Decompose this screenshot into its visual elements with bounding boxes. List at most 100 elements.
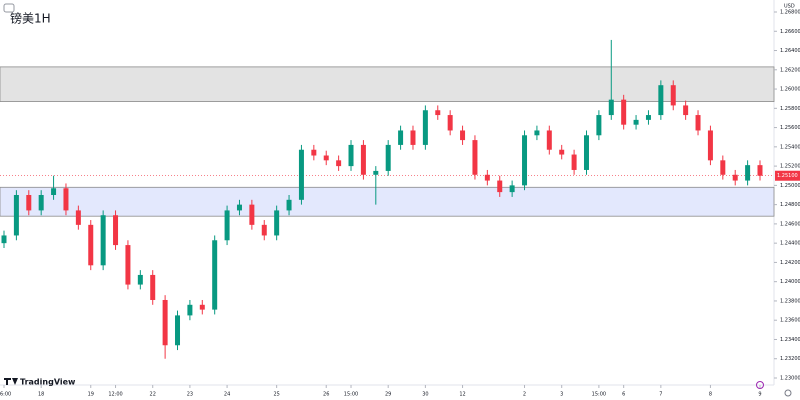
x-tick-label: 12:00 <box>108 392 122 398</box>
y-tick-label: 1.23800 <box>780 298 800 304</box>
current-price-badge <box>775 170 800 181</box>
candle-body <box>398 130 404 145</box>
x-tick-label: 6 <box>622 392 625 398</box>
x-tick-label: 22 <box>150 392 156 398</box>
x-tick-label: 15:00 <box>344 392 358 398</box>
candle-body <box>113 215 119 246</box>
candle-body <box>472 140 478 175</box>
brand-logo <box>4 378 18 385</box>
candle-body <box>546 130 552 150</box>
candle-body <box>63 188 69 211</box>
brand-name: TradingView <box>20 378 76 387</box>
candle-body <box>410 130 416 145</box>
candle-body <box>658 85 664 116</box>
x-tick-label: 9 <box>758 392 761 398</box>
candle-body <box>559 149 565 155</box>
y-tick-label: 1.25600 <box>780 125 800 131</box>
collapse-button[interactable] <box>3 3 15 13</box>
candle-body <box>695 115 701 131</box>
y-tick-label: 1.26800 <box>780 10 800 16</box>
y-tick-label: 1.24400 <box>780 241 800 247</box>
x-tick-label: 06:00 <box>0 392 11 398</box>
x-tick-label: 29 <box>385 392 391 398</box>
candle-body <box>571 154 577 170</box>
candle-body <box>621 99 627 125</box>
candle-body <box>385 144 391 171</box>
x-tick-label: 25 <box>273 392 279 398</box>
candle-body <box>88 224 94 266</box>
x-tick-label: 12 <box>459 392 465 398</box>
candle-body <box>757 165 763 176</box>
x-tick-label: 2 <box>523 392 526 398</box>
x-tick-label: 3 <box>560 392 563 398</box>
y-tick-label: 1.24000 <box>780 279 800 285</box>
candle-body <box>187 304 193 316</box>
price-zone <box>0 186 775 217</box>
plot-area <box>0 39 775 359</box>
candle-body <box>583 135 589 170</box>
candle-body <box>422 110 428 145</box>
candle-body <box>249 204 255 225</box>
candle-body <box>447 115 453 131</box>
candle-body <box>224 210 230 241</box>
y-tick-label: 1.25000 <box>780 183 800 189</box>
candle-body <box>360 144 366 175</box>
candle-body <box>509 185 515 193</box>
candle-body <box>497 180 503 193</box>
y-tick-label: 1.24600 <box>780 221 800 227</box>
y-tick-label: 1.26600 <box>780 29 800 35</box>
candle-body <box>745 165 751 181</box>
candle-body <box>38 195 44 211</box>
x-tick-label: 26 <box>323 392 329 398</box>
candle-body <box>100 215 106 266</box>
candle-body <box>435 110 441 116</box>
candle-body <box>484 174 490 181</box>
current-price-label: 1.25100 <box>777 173 798 179</box>
x-tick-label: 15:00 <box>592 392 606 398</box>
candle-body <box>137 274 143 285</box>
y-tick-label: 1.24800 <box>780 202 800 208</box>
candle-body <box>633 119 639 125</box>
candle-body <box>348 144 354 167</box>
candle-body <box>645 115 651 120</box>
candle-body <box>683 105 689 116</box>
candle-body <box>707 130 713 161</box>
y-tick-label: 1.26000 <box>780 87 800 93</box>
candle-body <box>75 210 81 225</box>
candle-body <box>323 155 329 161</box>
y-tick-label: 1.23000 <box>780 376 800 382</box>
candle-body <box>311 149 317 156</box>
y-tick-label: 1.25800 <box>780 106 800 112</box>
settings-button[interactable] <box>784 389 792 397</box>
x-tick-label: 7 <box>659 392 662 398</box>
x-tick-label: 19 <box>88 392 94 398</box>
x-tick-label: 30 <box>422 392 428 398</box>
y-tick-label: 1.24200 <box>780 260 800 266</box>
y-tick-label: 1.23400 <box>780 337 800 343</box>
currency-label: USD <box>784 4 795 10</box>
candle-body <box>286 199 292 211</box>
candle-body <box>534 130 540 136</box>
candle-body <box>596 115 602 136</box>
candle-body <box>199 304 205 310</box>
candle-body <box>522 135 528 186</box>
y-tick-label: 1.25200 <box>780 164 800 170</box>
candle-body <box>26 195 32 211</box>
y-tick-label: 1.26200 <box>780 67 800 73</box>
y-tick-label: 1.26400 <box>780 48 800 54</box>
candle-body <box>150 274 156 300</box>
y-tick-label: 1.25400 <box>780 144 800 150</box>
y-tick-label: 1.23200 <box>780 356 800 362</box>
candle-body <box>373 170 379 175</box>
candle-body <box>732 174 738 181</box>
candle-body <box>1 235 7 244</box>
x-tick-label: 23 <box>187 392 193 398</box>
candle-body <box>336 160 342 167</box>
candle-body <box>261 224 267 236</box>
candle-body <box>720 160 726 175</box>
x-tick-label: 18 <box>38 392 44 398</box>
y-tick-label: 1.23600 <box>780 318 800 324</box>
candle-body <box>298 149 304 200</box>
event-marker[interactable] <box>756 381 764 389</box>
